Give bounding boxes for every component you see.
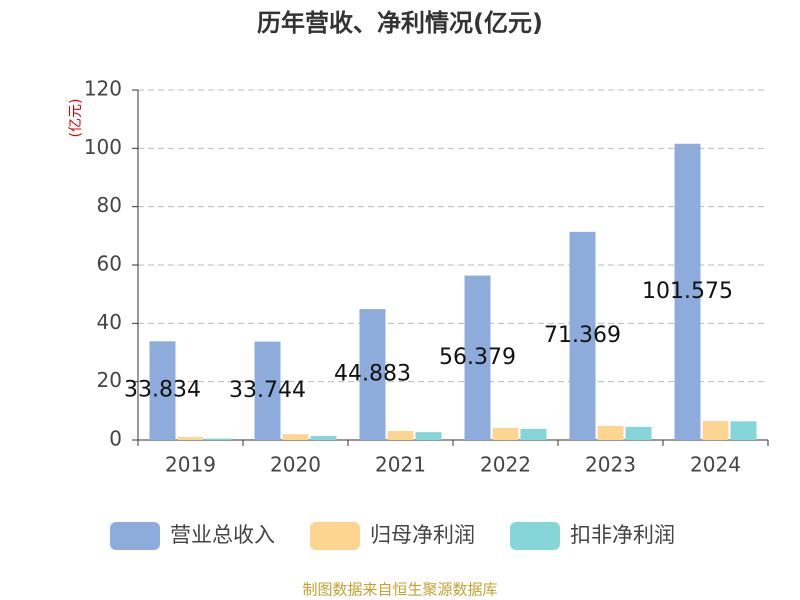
bar — [569, 231, 596, 440]
bar — [387, 430, 414, 440]
bar — [464, 275, 491, 440]
bar — [149, 341, 176, 440]
data-label: 56.379 — [439, 345, 516, 370]
legend-swatch — [110, 522, 160, 550]
bar — [310, 435, 337, 440]
source-note: 制图数据来自恒生聚源数据库 — [302, 581, 497, 599]
x-tick-label: 2023 — [585, 453, 636, 477]
legend-label: 营业总收入 — [170, 523, 275, 547]
legend-swatch — [310, 522, 360, 550]
legend-label: 扣非净利润 — [570, 523, 675, 547]
data-label: 44.883 — [334, 362, 411, 387]
y-tick-label: 20 — [97, 368, 122, 392]
data-label: 33.744 — [229, 378, 306, 403]
x-tick-label: 2020 — [270, 453, 321, 477]
bar — [177, 437, 204, 440]
data-label: 71.369 — [544, 323, 621, 348]
y-tick-label: 40 — [97, 310, 122, 334]
bar — [415, 432, 442, 440]
bar — [520, 428, 547, 440]
bar — [674, 143, 701, 441]
data-label: 101.575 — [642, 279, 733, 304]
bar — [205, 438, 232, 440]
y-tick-label: 60 — [97, 252, 122, 276]
x-tick-label: 2024 — [690, 453, 741, 477]
y-tick-label: 100 — [84, 135, 122, 159]
legend-swatch — [510, 522, 560, 550]
x-tick-label: 2019 — [165, 453, 216, 477]
y-tick-label: 80 — [97, 193, 122, 217]
bar — [282, 434, 309, 440]
y-tick-label: 0 — [109, 427, 122, 451]
bar — [625, 426, 652, 440]
bar — [359, 309, 386, 440]
bar — [597, 426, 624, 440]
chart-title: 历年营收、净利情况(亿元) — [257, 9, 543, 37]
bar — [254, 341, 281, 440]
bar — [702, 421, 729, 440]
y-axis-label: (亿元) — [68, 99, 84, 138]
y-tick-label: 120 — [84, 77, 122, 101]
legend-label: 归母净利润 — [370, 523, 475, 547]
x-tick-label: 2021 — [375, 453, 426, 477]
x-tick-label: 2022 — [480, 453, 531, 477]
bar — [730, 421, 757, 440]
bar — [492, 428, 519, 440]
data-label: 33.834 — [124, 378, 201, 403]
